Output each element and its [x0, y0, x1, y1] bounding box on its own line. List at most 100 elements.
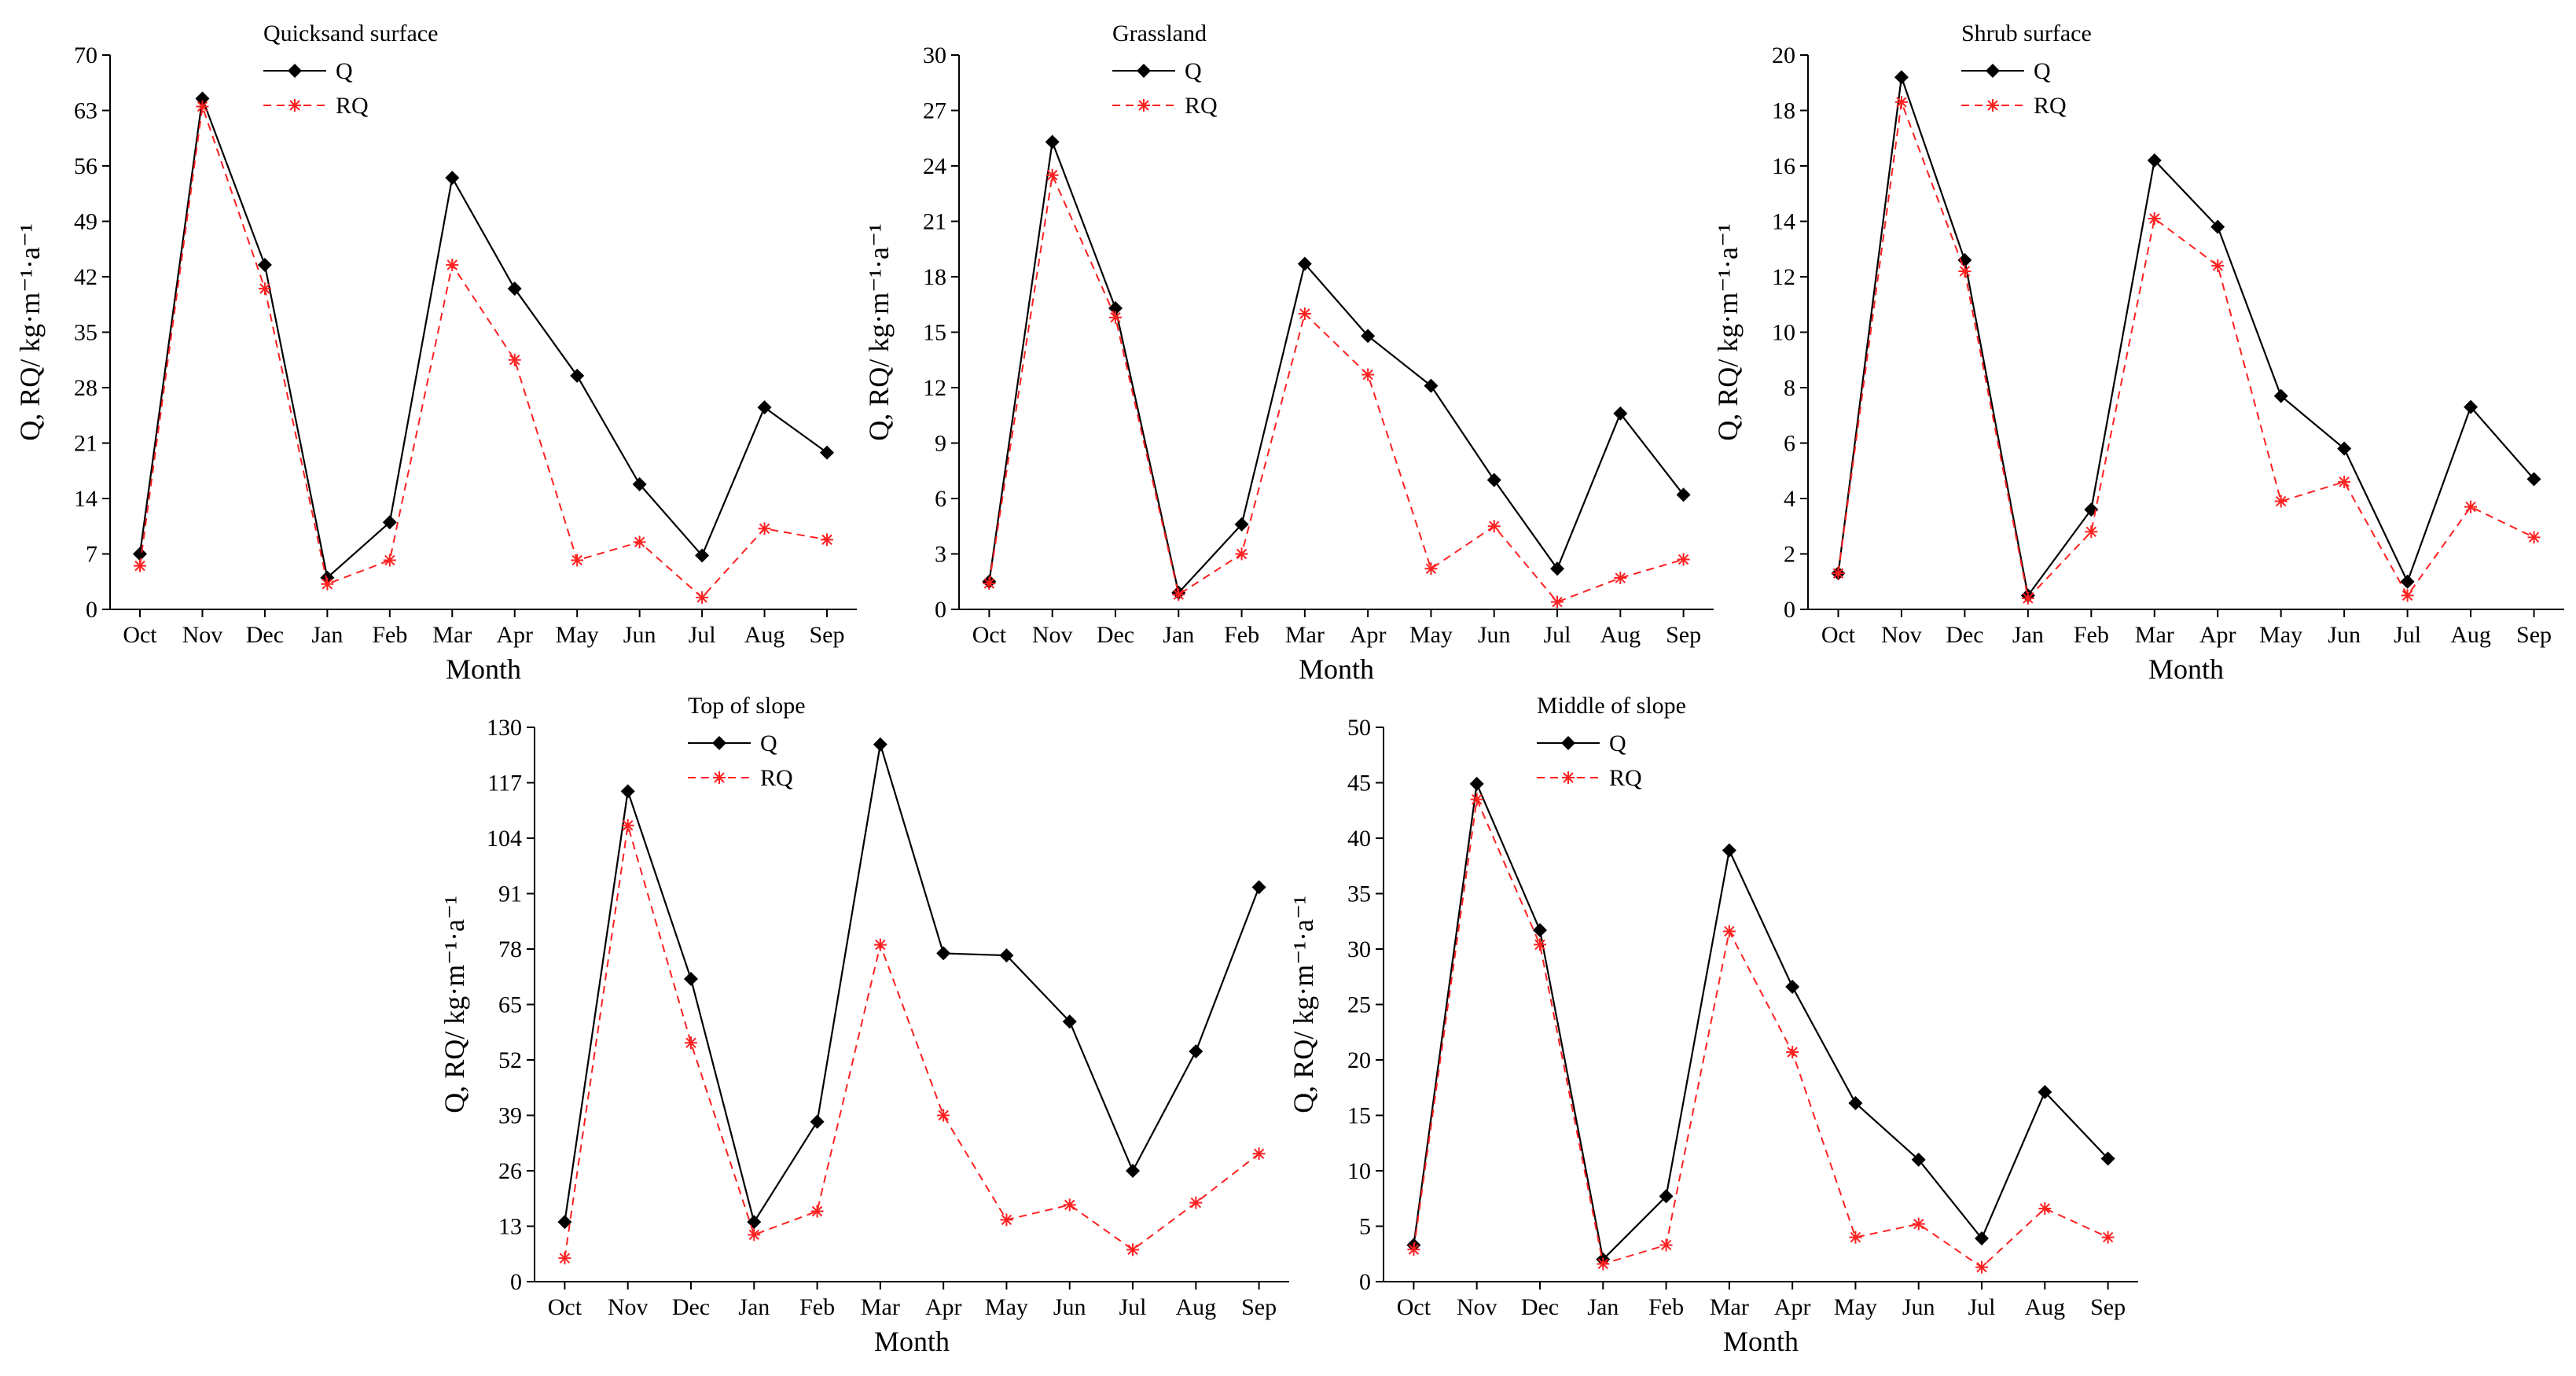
data-point-rq [558, 1252, 571, 1265]
data-point-rq [2211, 259, 2225, 272]
x-tick-label: Apr [496, 622, 533, 648]
x-tick-label: Sep [810, 622, 845, 648]
data-point-q [507, 281, 522, 296]
data-point-rq [1597, 1257, 1610, 1271]
data-point-rq [2085, 525, 2098, 539]
data-point-q [570, 368, 585, 383]
series-line-q [1837, 76, 2535, 598]
y-tick-label: 12 [1772, 264, 1795, 290]
data-point-rq [937, 1109, 950, 1122]
data-point-q [2526, 472, 2541, 487]
data-point-q [1234, 517, 1249, 532]
data-point-rq [1000, 1213, 1013, 1227]
data-point-rq [1659, 1238, 1673, 1252]
x-tick-label: Jan [1587, 1294, 1619, 1320]
data-point-rq [1614, 572, 1627, 585]
data-point-q [1532, 923, 1547, 938]
data-point-q [810, 1114, 825, 1129]
y-tick-label: 49 [74, 209, 97, 235]
data-point-rq [1298, 307, 1311, 320]
legend-label-q: Q [1185, 58, 1202, 84]
x-tick-label: Jul [1119, 1294, 1147, 1320]
y-tick-label: 35 [74, 320, 97, 346]
y-tick-label: 130 [487, 715, 522, 741]
x-tick-label: Mar [861, 1294, 900, 1320]
data-point-q [1659, 1189, 1674, 1204]
y-tick-label: 21 [923, 209, 946, 235]
legend-label-rq: RQ [1609, 765, 1642, 791]
y-tick-label: 0 [86, 597, 97, 623]
y-tick-label: 15 [1347, 1103, 1371, 1129]
y-tick-label: 18 [923, 264, 946, 290]
data-point-q [620, 784, 635, 799]
data-point-rq [983, 577, 996, 591]
data-point-q [999, 948, 1014, 963]
legend-label-rq: RQ [760, 765, 793, 791]
data-point-rq [1722, 925, 1736, 938]
data-point-q [557, 1215, 572, 1230]
y-tick-label: 6 [1784, 431, 1795, 457]
y-tick-label: 104 [487, 826, 522, 852]
x-tick-label: Jan [1163, 622, 1194, 648]
data-point-q [133, 546, 147, 561]
data-point-q [2400, 574, 2415, 589]
data-point-q [757, 400, 772, 415]
x-tick-label: Jun [1902, 1294, 1935, 1320]
x-tick-label: Dec [1521, 1294, 1559, 1320]
data-point-q [1361, 329, 1376, 344]
panel-title: Top of slope [688, 693, 806, 719]
x-tick-label: Feb [2074, 622, 2109, 648]
x-tick-label: Aug [2450, 622, 2491, 648]
legend-marker-q [1561, 736, 1575, 750]
x-axis-title: Month [1299, 653, 1374, 685]
y-axis-title: Q, RQ/ kg·m⁻¹·a⁻¹ [14, 223, 46, 441]
x-tick-label: Mar [432, 622, 472, 648]
data-point-rq [1108, 311, 1122, 324]
data-point-rq [508, 353, 521, 366]
x-axis-title: Month [874, 1326, 950, 1357]
data-point-q [2147, 153, 2162, 167]
y-tick-label: 13 [498, 1214, 522, 1240]
x-tick-label: May [1409, 622, 1453, 648]
y-tick-label: 30 [1347, 936, 1371, 962]
chart-panel-5: 0 5 10 15 20 25 30 35 40 45 50 Oct Nov Dec Jan Feb Mar Ap… [1288, 693, 2138, 1357]
y-tick-label: 21 [74, 431, 97, 457]
x-tick-label: Jul [1968, 1294, 1996, 1320]
panel-title: Quicksand surface [263, 20, 438, 46]
x-tick-label: Apr [925, 1294, 962, 1320]
y-tick-label: 39 [498, 1103, 522, 1129]
data-point-rq [1172, 588, 1185, 602]
chart-panel-2: 0 3 6 9 12 15 18 21 24 27 30 Oct Nov Dec Jan Feb Mar Apr M… [863, 20, 1714, 685]
data-point-q [445, 171, 460, 186]
x-tick-label: Mar [1710, 1294, 1749, 1320]
x-tick-label: Nov [1881, 622, 1922, 648]
data-point-rq [696, 591, 709, 604]
y-tick-label: 25 [1347, 992, 1371, 1018]
data-point-rq [196, 100, 209, 113]
y-tick-label: 63 [74, 98, 97, 124]
data-point-rq [2148, 212, 2161, 225]
x-tick-label: Sep [1666, 622, 1701, 648]
data-point-rq [258, 282, 271, 296]
data-point-rq [383, 554, 396, 567]
y-tick-label: 91 [498, 881, 522, 907]
x-tick-label: Dec [1946, 622, 1983, 648]
data-point-q [1975, 1231, 1990, 1246]
data-point-q [820, 445, 834, 460]
data-point-rq [2021, 591, 2034, 605]
data-point-q [1126, 1164, 1141, 1178]
data-point-rq [873, 938, 887, 951]
x-tick-label: Oct [1821, 622, 1856, 648]
data-point-q [1108, 300, 1123, 315]
series-line-q [138, 98, 828, 579]
x-axis-title: Month [1723, 1326, 1799, 1357]
data-point-rq [748, 1228, 761, 1242]
data-point-q [2464, 399, 2479, 414]
x-tick-label: Aug [2024, 1294, 2065, 1320]
y-tick-label: 4 [1784, 486, 1795, 512]
y-tick-label: 0 [1784, 597, 1795, 623]
x-tick-label: Jan [2012, 622, 2044, 648]
data-point-q [1297, 256, 1312, 271]
data-point-q [257, 257, 272, 272]
legend-marker-rq [713, 771, 726, 784]
